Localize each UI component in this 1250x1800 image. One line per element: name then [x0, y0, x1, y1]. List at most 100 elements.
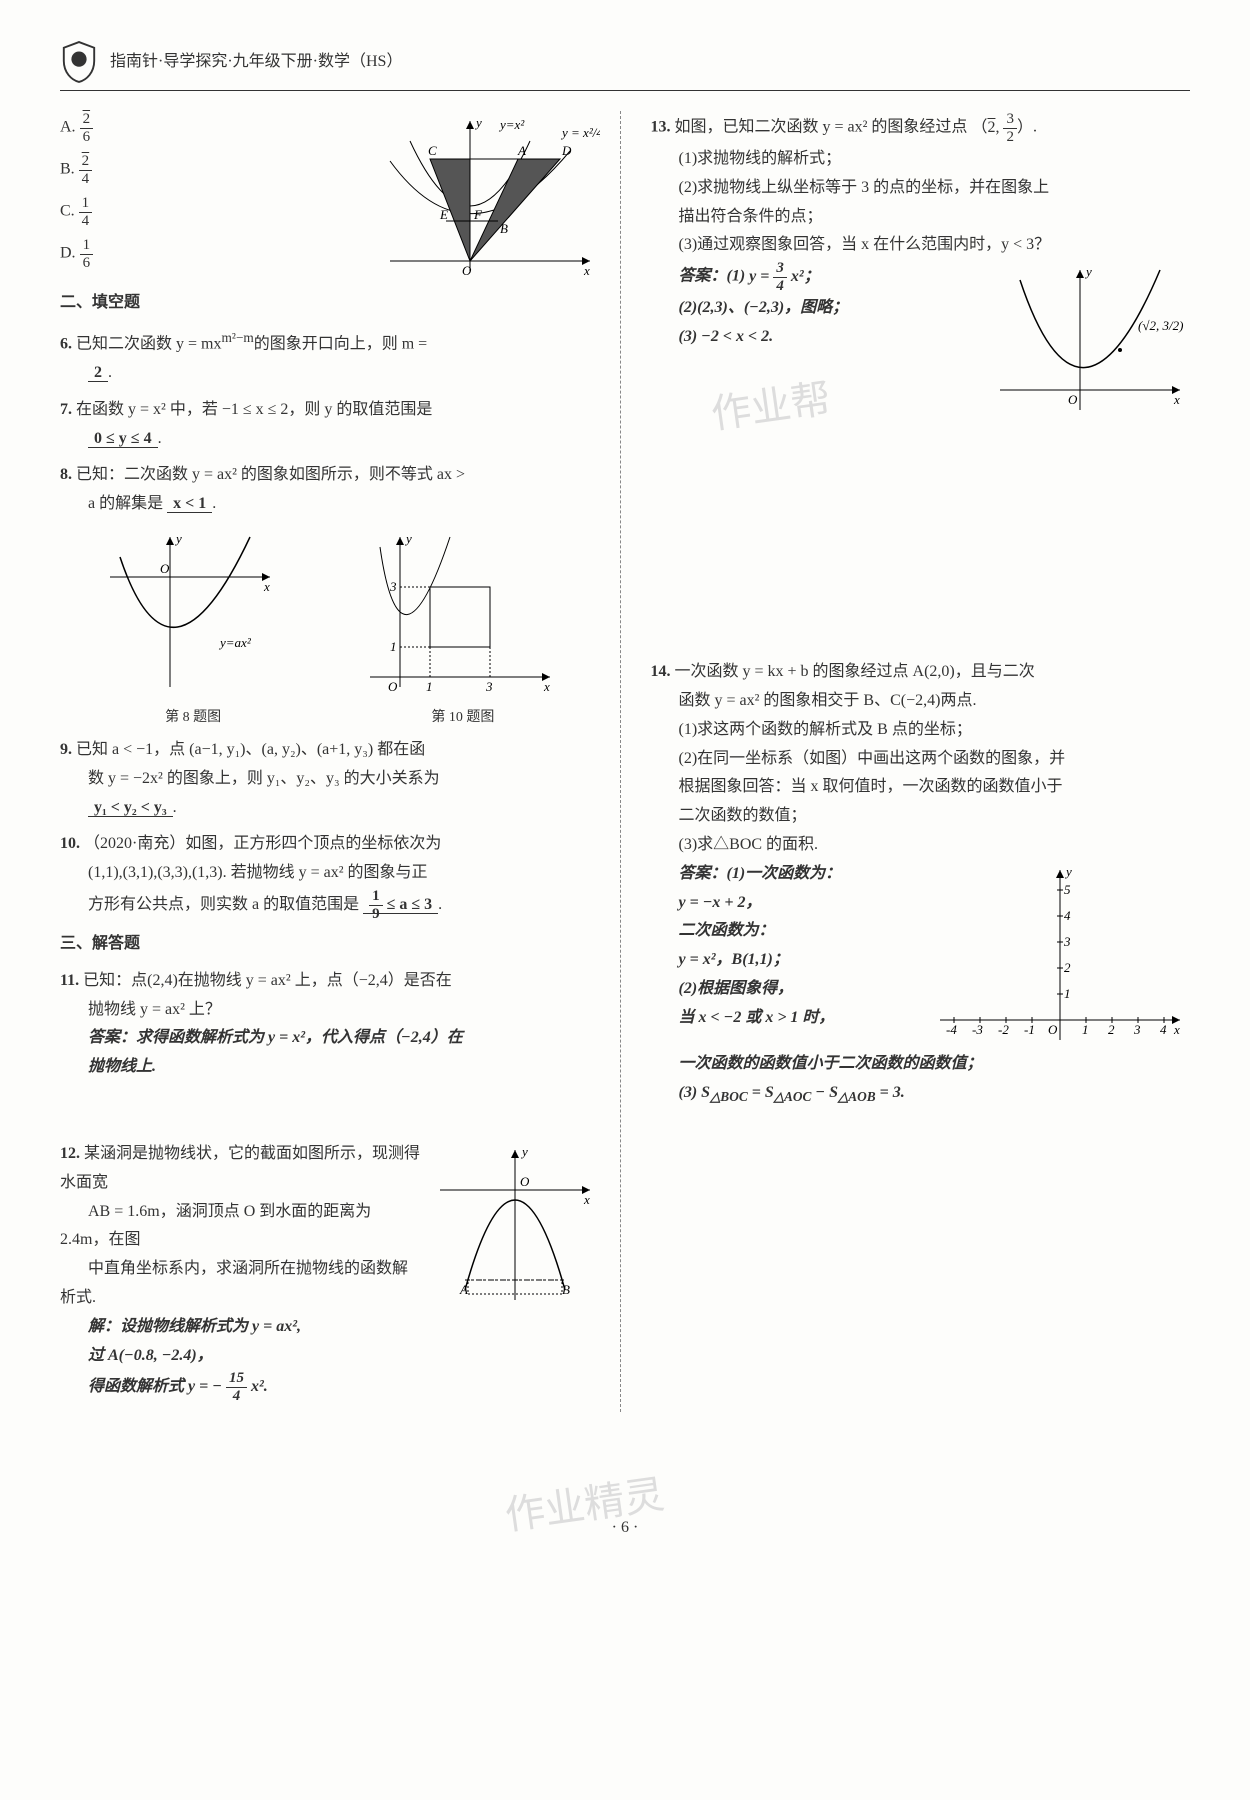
q7: 7. 在函数 y = x² 中，若 −1 ≤ x ≤ 2，则 y 的取值范围是 …	[60, 396, 600, 454]
q8: 8. 已知：二次函数 y = ax² 的图象如图所示，则不等式 ax > a 的…	[60, 461, 600, 519]
q8-tail: .	[212, 495, 216, 512]
q8-text-a: 已知：二次函数 y = ax² 的图象如图所示，则不等式 ax >	[76, 466, 465, 483]
q10-c: 方形有公共点，则实数 a 的取值范围是	[88, 896, 359, 913]
svg-text:3: 3	[1063, 934, 1071, 949]
shield-logo-icon	[60, 40, 98, 84]
option-c: C. 14	[60, 195, 600, 229]
svg-text:3: 3	[1133, 1022, 1141, 1037]
q14-a2c: 一次函数的函数值小于二次函数的函数值；	[651, 1050, 1191, 1079]
q12-b: AB = 1.6m，涵洞顶点 O 到水面的距离为 2.4m，在图	[60, 1203, 371, 1249]
q12: Oxy AB 12. 某涵洞是抛物线状，它的截面如图所示，现测得水面宽 AB =…	[60, 1140, 600, 1404]
q14: 14. 一次函数 y = kx + b 的图象经过点 A(2,0)，且与二次 函…	[651, 658, 1191, 1109]
q6: 6. 已知二次函数 y = mxm²−m的图象开口向上，则 m = 2.	[60, 326, 600, 388]
q14-p1: (1)求这两个函数的解析式及 B 点的坐标；	[651, 721, 972, 738]
q6-tail: .	[108, 364, 112, 381]
q10-ans: 19 ≤ a ≤ 3	[363, 896, 438, 914]
option-d: D. 16	[60, 237, 600, 271]
q10-a: （2020·南充）如图，正方形四个顶点的坐标依次为	[84, 835, 441, 852]
svg-text:-1: -1	[1024, 1022, 1035, 1037]
svg-text:y: y	[174, 531, 182, 546]
fig10-label: 第 10 题图	[431, 705, 494, 730]
section-fill: 二、填空题	[60, 289, 600, 318]
q13-p3: (3)通过观察图象回答，当 x 在什么范围内时，y < 3？	[651, 236, 1051, 253]
svg-text:4: 4	[1160, 1022, 1167, 1037]
svg-text:y: y	[1084, 264, 1092, 279]
q13-a: 如图，已知二次函数 y = ax² 的图象经过点	[675, 119, 968, 136]
svg-text:4: 4	[1064, 908, 1071, 923]
q12-figure: Ox y A B	[430, 1140, 600, 1310]
svg-text:x: x	[1173, 1022, 1180, 1037]
svg-text:O: O	[160, 561, 170, 576]
q11: 11. 已知：点(2,4)在抛物线 y = ax² 上，点（−2,4）是否在 抛…	[60, 967, 600, 1082]
svg-text:1: 1	[426, 679, 433, 694]
q7-text: 在函数 y = x² 中，若 −1 ≤ x ≤ 2，则 y 的取值范围是	[76, 401, 432, 418]
fig8-label: 第 8 题图	[165, 705, 221, 730]
q6-ans: 2	[88, 364, 108, 382]
svg-text:2: 2	[1064, 960, 1071, 975]
svg-text:y: y	[404, 531, 412, 546]
q10-figure: Ox y 1 3 1 3	[360, 527, 560, 697]
q6-text-a: 已知二次函数 y = mx	[76, 335, 221, 352]
q13-pt: （2, 32）	[971, 119, 1033, 136]
q9-b: 数 y = −2x² 的图象上，则 y₁、y₂、y₃ 的大小关系为	[60, 770, 440, 787]
q11-ans-a: 答案：求得函数解析式为 y = x²，代入得点（−2,4）在	[60, 1029, 463, 1046]
q13-p2a: (2)求抛物线上纵坐标等于 3 的点的坐标，并在图象上	[651, 179, 1050, 196]
svg-text:A: A	[459, 1282, 468, 1297]
q11-a: 已知：点(2,4)在抛物线 y = ax² 上，点（−2,4）是否在	[83, 972, 452, 989]
svg-text:5: 5	[1064, 882, 1071, 897]
q7-ans: 0 ≤ y ≤ 4	[88, 430, 158, 448]
q14-p2a: (2)在同一坐标系（如图）中画出这两个函数的图象，并	[651, 750, 1066, 767]
svg-text:O: O	[388, 679, 398, 694]
svg-text:y=ax²: y=ax²	[218, 635, 252, 650]
q9: 9. 已知 a < −1，点 (a−1, y₁)、(a, y₂)、(a+1, y…	[60, 736, 600, 822]
q10-b: (1,1),(3,1),(3,3),(1,3). 若抛物线 y = ax² 的图…	[60, 864, 428, 881]
q9-tail: .	[173, 799, 177, 816]
svg-text:-4: -4	[946, 1022, 957, 1037]
svg-text:y: y	[1064, 864, 1072, 879]
q13-p2b: 描出符合条件的点；	[651, 208, 823, 225]
svg-text:(√2, 3/2): (√2, 3/2)	[1138, 318, 1183, 333]
q12-ans-b: 过 A(−0.8, −2.4)，	[60, 1347, 213, 1364]
q13-tail0: .	[1033, 119, 1037, 136]
svg-text:x: x	[1173, 392, 1180, 407]
svg-text:x: x	[543, 679, 550, 694]
svg-text:-3: -3	[972, 1022, 983, 1037]
svg-text:O: O	[520, 1174, 530, 1189]
q12-a: 某涵洞是抛物线状，它的截面如图所示，现测得水面宽	[60, 1145, 420, 1191]
svg-text:O: O	[1048, 1022, 1058, 1037]
q8-figure: Ox y y=ax²	[100, 527, 280, 697]
svg-text:x: x	[583, 1192, 590, 1207]
option-b: B. 24	[60, 153, 600, 187]
svg-text:x: x	[263, 579, 270, 594]
q7-tail: .	[158, 430, 162, 447]
svg-text:y: y	[520, 1144, 528, 1159]
svg-text:1: 1	[1082, 1022, 1089, 1037]
svg-text:1: 1	[1064, 986, 1071, 1001]
left-column: Oxy y=x²y = x²/4 CAD EFB A. 26 B. 24 C. …	[60, 111, 621, 1412]
q14-p2c: 二次函数的数值；	[651, 807, 807, 824]
page-header: 指南针·导学探究·九年级下册·数学（HS）	[60, 40, 1190, 91]
q6-sup: m²−m	[221, 330, 253, 345]
q14-a: 一次函数 y = kx + b 的图象经过点 A(2,0)，且与二次	[675, 663, 1035, 680]
q10: 10. （2020·南充）如图，正方形四个顶点的坐标依次为 (1,1),(3,1…	[60, 830, 600, 922]
section-solve: 三、解答题	[60, 930, 600, 959]
q14-figure: x y O -4 -3 -2 -1 1 2 3 4 1 2 3 4 5	[930, 860, 1190, 1050]
svg-text:1: 1	[390, 639, 397, 654]
q12-c: 中直角坐标系内，求涵洞所在抛物线的函数解析式.	[60, 1260, 408, 1306]
svg-text:O: O	[1068, 392, 1078, 407]
q14-b: 函数 y = ax² 的图象相交于 B、C(−2,4)两点.	[651, 692, 977, 709]
q11-b: 抛物线 y = ax² 上？	[60, 1001, 221, 1018]
option-a: A. 26	[60, 111, 600, 145]
header-title: 指南针·导学探究·九年级下册·数学（HS）	[110, 48, 402, 77]
svg-text:B: B	[562, 1282, 570, 1297]
q8-text-b: a 的解集是	[60, 495, 163, 512]
q13-figure: Ox y (√2, 3/2)	[990, 260, 1190, 420]
q9-a: 已知 a < −1，点 (a−1, y₁)、(a, y₂)、(a+1, y₃) …	[76, 741, 425, 758]
right-column: 13. 如图，已知二次函数 y = ax² 的图象经过点 （2, 32）. (1…	[651, 111, 1191, 1412]
q8-ans: x < 1	[167, 495, 212, 513]
svg-text:3: 3	[389, 579, 397, 594]
q13-p1: (1)求抛物线的解析式；	[651, 150, 842, 167]
svg-text:-2: -2	[998, 1022, 1009, 1037]
svg-text:2: 2	[1108, 1022, 1115, 1037]
svg-text:3: 3	[485, 679, 493, 694]
